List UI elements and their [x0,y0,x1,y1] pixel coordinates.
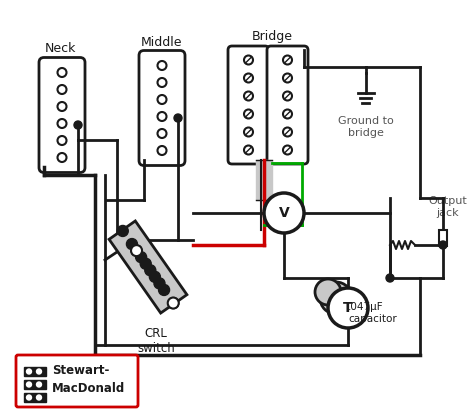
Circle shape [36,395,42,400]
Circle shape [27,395,31,400]
Circle shape [57,102,66,111]
Circle shape [320,282,352,314]
Circle shape [283,92,292,100]
Circle shape [149,271,160,282]
Circle shape [136,252,146,263]
Text: Stewart-: Stewart- [52,364,109,377]
Circle shape [283,110,292,118]
Text: Bridge: Bridge [252,30,292,43]
Text: .047μF
capacitor: .047μF capacitor [348,302,397,324]
Circle shape [74,121,82,129]
Circle shape [244,92,253,100]
Circle shape [244,56,253,64]
Circle shape [283,56,292,64]
Circle shape [283,74,292,82]
Circle shape [157,61,166,70]
Polygon shape [109,221,187,313]
Circle shape [36,382,42,387]
Circle shape [57,119,66,128]
Text: Neck: Neck [44,43,76,56]
Circle shape [57,136,66,145]
FancyBboxPatch shape [228,46,269,164]
FancyBboxPatch shape [267,46,308,164]
Circle shape [157,146,166,155]
Circle shape [154,278,165,289]
Circle shape [57,85,66,94]
Circle shape [157,78,166,87]
Circle shape [27,382,31,387]
Text: V: V [279,206,289,220]
Bar [24,380,46,389]
Circle shape [386,274,394,282]
Circle shape [57,68,66,77]
Circle shape [244,145,253,155]
Circle shape [140,258,151,269]
Circle shape [127,239,137,250]
Text: Middle: Middle [141,36,183,48]
Circle shape [283,145,292,155]
Circle shape [439,241,447,249]
Circle shape [117,225,128,237]
Circle shape [157,95,166,104]
Circle shape [131,245,142,256]
Text: CRL
switch: CRL switch [137,327,175,355]
Circle shape [328,288,368,328]
Circle shape [264,193,304,233]
Circle shape [159,284,170,296]
Circle shape [157,112,166,121]
Circle shape [168,298,179,308]
FancyBboxPatch shape [39,58,85,173]
Circle shape [157,129,166,138]
Bar [24,393,46,402]
Text: Ground to
bridge: Ground to bridge [338,116,394,138]
Text: MacDonald: MacDonald [52,382,125,395]
Bar [439,230,447,246]
Circle shape [244,74,253,82]
Circle shape [315,279,341,305]
Circle shape [168,298,179,308]
Circle shape [131,245,142,256]
Bar [256,160,272,200]
Bar [24,367,46,376]
FancyBboxPatch shape [139,51,185,166]
Text: Output
jack: Output jack [428,196,467,218]
Circle shape [283,127,292,137]
Circle shape [244,110,253,118]
Circle shape [174,114,182,122]
Circle shape [27,369,31,374]
Circle shape [145,265,156,276]
Text: T: T [343,301,353,315]
FancyBboxPatch shape [16,355,138,407]
Circle shape [57,153,66,162]
Circle shape [244,127,253,137]
Circle shape [36,369,42,374]
